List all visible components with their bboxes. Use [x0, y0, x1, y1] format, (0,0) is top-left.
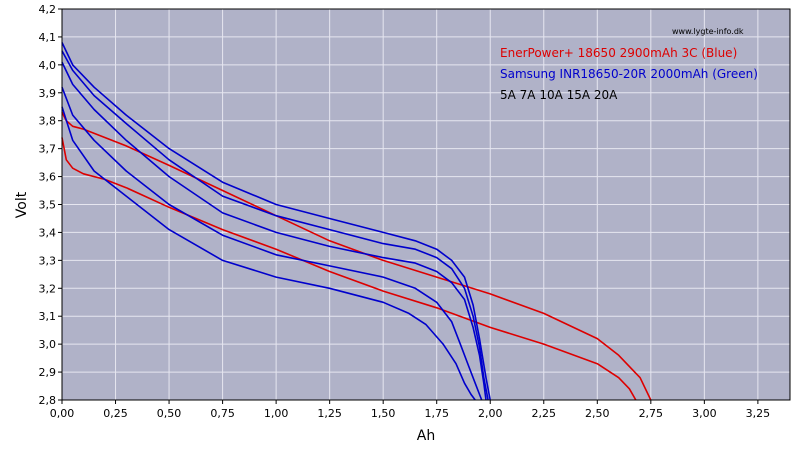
- y-tick-label: 4,1: [39, 31, 57, 44]
- y-tick-label: 3,9: [39, 87, 57, 100]
- x-tick-label: 0,50: [157, 407, 182, 420]
- series-line-3: [61, 50, 489, 401]
- x-tick-label: 1,00: [264, 407, 289, 420]
- y-tick-label: 3,0: [39, 338, 57, 351]
- y-tick-label: 3,3: [39, 254, 57, 267]
- legend: EnerPower+ 18650 2900mAh 3C (Blue) Samsu…: [500, 46, 758, 102]
- x-tick-label: 3,25: [746, 407, 771, 420]
- x-tick-label: 2,25: [532, 407, 557, 420]
- legend-entry-currents: 5A 7A 10A 15A 20A: [500, 88, 618, 102]
- x-tick-label: 0,25: [103, 407, 128, 420]
- y-tick-label: 2,9: [39, 366, 57, 379]
- legend-entry-enerpower: EnerPower+ 18650 2900mAh 3C (Blue): [500, 46, 737, 60]
- series-lines: [61, 42, 652, 401]
- series-line-2: [61, 42, 491, 401]
- series-line-5: [61, 86, 483, 401]
- y-tick-label: 3,1: [39, 310, 57, 323]
- y-tick-label: 2,8: [39, 394, 57, 407]
- y-axis-title: Volt: [14, 191, 30, 218]
- y-tick-label: 3,4: [39, 226, 57, 239]
- series-line-6: [61, 106, 476, 401]
- series-line-0: [61, 111, 652, 401]
- y-tick-label: 3,5: [39, 199, 57, 212]
- x-tick-label: 2,75: [639, 407, 664, 420]
- x-tick-label: 1,75: [424, 407, 449, 420]
- y-tick-label: 4,2: [39, 3, 57, 16]
- x-tick-label: 2,50: [585, 407, 610, 420]
- y-axis-ticks: 2,8 2,9 3,0 3,1 3,2 3,3 3,4 3,5 3,6 3,7 3,8 3,9 4,0 4…: [39, 3, 62, 407]
- x-axis-ticks: 0,00 0,25 0,50 0,75 1,00 1,25 1,50 1,75 2,00 2,25…: [50, 400, 770, 420]
- watermark-text: www.lygte-info.dk: [672, 27, 744, 36]
- x-tick-label: 1,50: [371, 407, 396, 420]
- y-tick-label: 3,8: [39, 115, 57, 128]
- x-tick-label: 3,00: [692, 407, 717, 420]
- y-tick-label: 3,7: [39, 143, 57, 156]
- x-tick-label: 0,75: [210, 407, 235, 420]
- y-tick-label: 4,0: [39, 59, 57, 72]
- legend-entry-samsung: Samsung INR18650-20R 2000mAh (Green): [500, 67, 758, 81]
- y-tick-label: 3,2: [39, 282, 57, 295]
- x-tick-label: 2,00: [478, 407, 503, 420]
- series-line-4: [61, 61, 487, 401]
- x-axis-title: Ah: [417, 428, 435, 444]
- x-tick-label: 1,25: [317, 407, 342, 420]
- y-tick-label: 3,6: [39, 171, 57, 184]
- x-tick-label: 0,00: [50, 407, 75, 420]
